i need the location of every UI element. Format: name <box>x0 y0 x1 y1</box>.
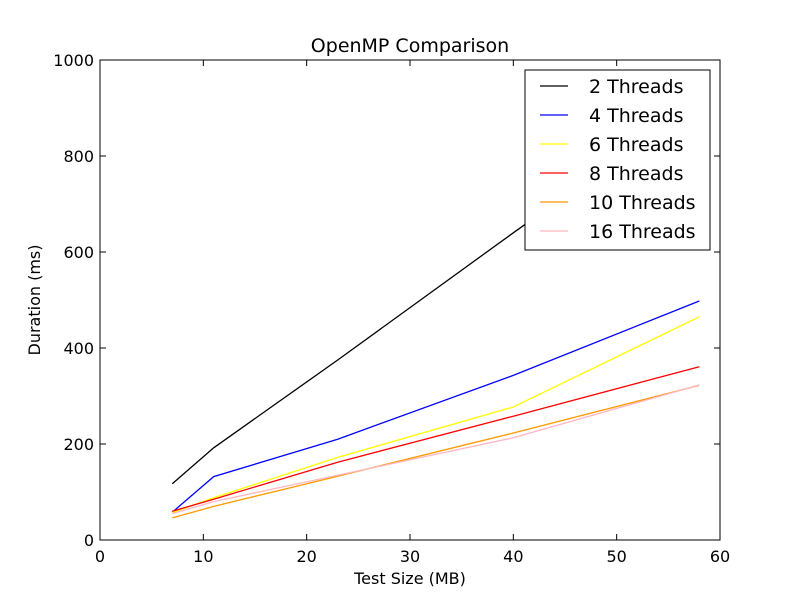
y-tick-label: 0 <box>84 531 94 550</box>
y-tick-label: 800 <box>63 147 94 166</box>
series-line-5 <box>172 384 700 515</box>
series-line-2 <box>172 316 700 514</box>
x-tick-label: 0 <box>95 547 105 566</box>
x-axis-title: Test Size (MB) <box>353 569 466 588</box>
x-tick-label: 30 <box>400 547 420 566</box>
chart-title: OpenMP Comparison <box>311 35 509 57</box>
x-tick-label: 50 <box>606 547 626 566</box>
legend-label: 6 Threads <box>589 134 683 156</box>
x-tick-label: 10 <box>193 547 213 566</box>
y-tick-label: 1000 <box>53 51 94 70</box>
legend-box <box>524 69 711 251</box>
series-line-4 <box>172 384 700 519</box>
y-axis-title: Duration (ms) <box>25 245 44 356</box>
x-tick-label: 20 <box>296 547 316 566</box>
legend-label: 16 Threads <box>589 221 696 243</box>
x-tick-label: 60 <box>710 547 730 566</box>
series-line-3 <box>172 366 700 512</box>
y-tick-label: 600 <box>63 243 94 262</box>
y-tick-label: 400 <box>63 339 94 358</box>
legend-label: 2 Threads <box>589 76 683 98</box>
x-tick-label: 40 <box>503 547 523 566</box>
legend-label: 10 Threads <box>589 192 696 214</box>
legend: 2 Threads 4 Threads 6 Threads 8 Threads 10 T… <box>524 69 711 251</box>
legend-label: 8 Threads <box>589 163 683 185</box>
series-line-1 <box>171 300 700 513</box>
legend-label: 4 Threads <box>589 105 683 127</box>
y-tick-label: 200 <box>63 435 94 454</box>
